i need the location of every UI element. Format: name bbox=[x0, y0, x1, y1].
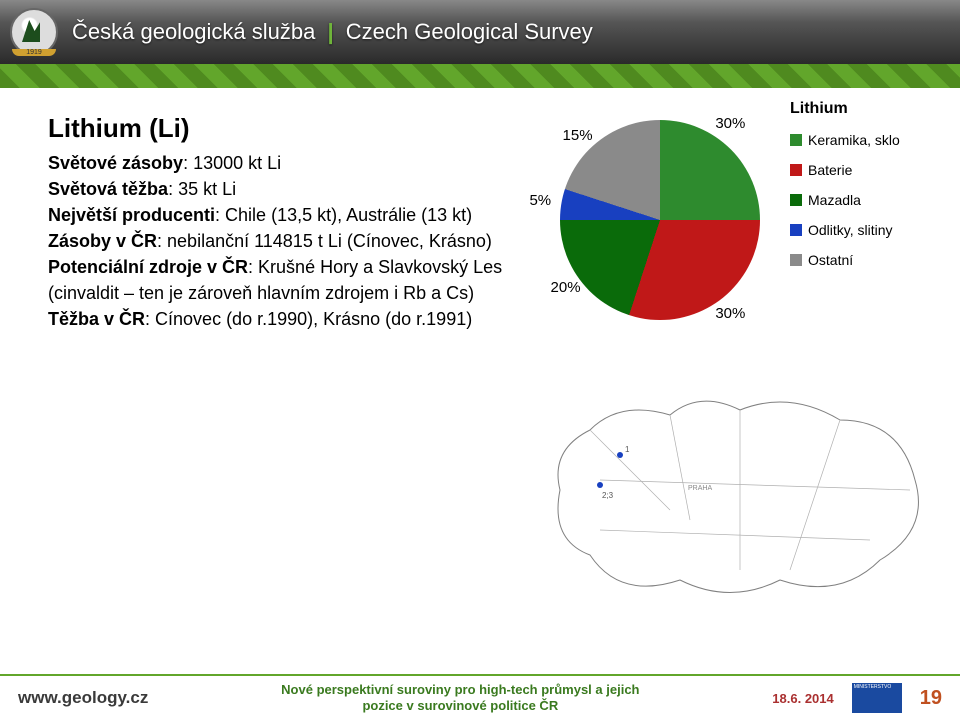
legend-swatch bbox=[790, 224, 802, 236]
content-text: Lithium (Li) Světové zásoby: 13000 kt Li… bbox=[48, 110, 518, 332]
title-separator: | bbox=[328, 19, 334, 44]
legend-label: Baterie bbox=[808, 162, 852, 178]
org-name-en: Czech Geological Survey bbox=[346, 19, 593, 44]
svg-text:2;3: 2;3 bbox=[602, 491, 614, 500]
pie-chart: 30%30%20%5%15% Lithium Keramika, sklo Bat… bbox=[540, 100, 940, 350]
pie-slice-label: 20% bbox=[551, 279, 581, 296]
chart-legend: Lithium Keramika, sklo Baterie Mazadla Odli… bbox=[790, 100, 900, 282]
footer: www.geology.cz Nové perspektivní surovin… bbox=[0, 674, 960, 720]
legend-row: Odlitky, slitiny bbox=[790, 222, 900, 238]
legend-label: Keramika, sklo bbox=[808, 132, 900, 148]
pie-slice-label: 5% bbox=[529, 192, 551, 209]
legend-row: Mazadla bbox=[790, 192, 900, 208]
pie-slice-label: 30% bbox=[715, 305, 745, 322]
legend-swatch bbox=[790, 254, 802, 266]
header-stripe bbox=[0, 64, 960, 88]
page-number: 19 bbox=[920, 687, 942, 710]
legend-row: Keramika, sklo bbox=[790, 132, 900, 148]
footer-mid: Nové perspektivní suroviny pro high-tech… bbox=[166, 682, 754, 713]
line-mining-cr: Těžba v ČR: Cínovec (do r.1990), Krásno … bbox=[48, 306, 518, 332]
line-potential: Potenciální zdroje v ČR: Krušné Hory a S… bbox=[48, 254, 518, 306]
pie-slice-label: 15% bbox=[563, 127, 593, 144]
pie-slice-label: 30% bbox=[715, 115, 745, 132]
footer-url: www.geology.cz bbox=[18, 688, 148, 708]
svg-text:1: 1 bbox=[625, 445, 630, 454]
legend-label: Mazadla bbox=[808, 192, 861, 208]
legend-row: Baterie bbox=[790, 162, 900, 178]
pie-wrap: 30%30%20%5%15% bbox=[560, 120, 760, 320]
header-title: Česká geologická služba | Czech Geologic… bbox=[72, 19, 593, 45]
legend-swatch bbox=[790, 134, 802, 146]
org-name-cs: Česká geologická služba bbox=[72, 19, 315, 44]
map-cz: 1 2;3 PRAHA bbox=[540, 370, 930, 610]
legend-label: Ostatní bbox=[808, 252, 853, 268]
line-world-reserves: Světové zásoby: 13000 kt Li bbox=[48, 150, 518, 176]
footer-date: 18.6. 2014 bbox=[772, 691, 833, 706]
line-producers: Největší producenti: Chile (13,5 kt), Au… bbox=[48, 202, 518, 228]
legend-row: Ostatní bbox=[790, 252, 900, 268]
legend-swatch bbox=[790, 194, 802, 206]
svg-text:PRAHA: PRAHA bbox=[688, 485, 712, 492]
line-world-mining: Světová těžba: 35 kt Li bbox=[48, 176, 518, 202]
line-reserves-cr: Zásoby v ČR: nebilanční 114815 t Li (Cín… bbox=[48, 228, 518, 254]
legend-label: Odlitky, slitiny bbox=[808, 222, 893, 238]
ministry-logo bbox=[852, 683, 902, 713]
slide-title: Lithium (Li) bbox=[48, 110, 518, 148]
header: Česká geologická služba | Czech Geologic… bbox=[0, 0, 960, 64]
legend-swatch bbox=[790, 164, 802, 176]
pie-disc bbox=[560, 120, 760, 320]
org-logo bbox=[10, 8, 58, 56]
legend-title: Lithium bbox=[790, 100, 900, 118]
